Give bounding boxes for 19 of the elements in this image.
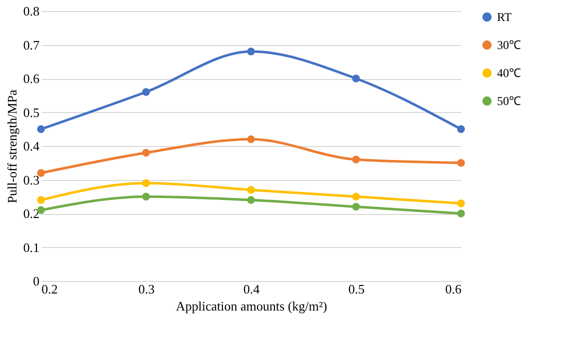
legend-label: 40℃ (497, 66, 521, 80)
x-tick-label: 0.4 (243, 282, 260, 296)
y-tick-label: 0.1 (23, 240, 40, 255)
y-tick-label: 0.7 (23, 37, 40, 52)
legend-label: RT (497, 10, 512, 24)
legend-label: 30℃ (497, 38, 521, 52)
y-axis-title: Pull-off strength/MPa (4, 90, 20, 204)
x-tick-label: 0.2 (42, 282, 58, 296)
y-tick-label: 0.3 (23, 172, 40, 188)
y-tick-label: 0.5 (23, 104, 40, 120)
y-tick-label: 0.6 (23, 71, 40, 86)
legend-label: 50℃ (497, 94, 521, 108)
y-tick-label: 0.4 (23, 138, 40, 154)
y-tick-label: 0.8 (23, 4, 40, 18)
x-tick-label: 0.6 (445, 282, 462, 296)
x-tick-label: 0.5 (348, 282, 365, 296)
x-axis-title: Application amounts (kg/m²) (176, 298, 328, 314)
x-tick-label: 0.3 (138, 282, 155, 296)
y-tick-label: 0 (33, 274, 40, 288)
